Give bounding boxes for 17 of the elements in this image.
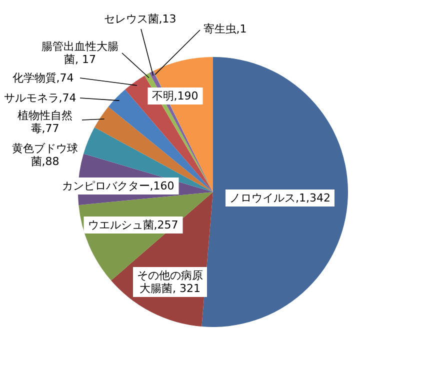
slice-label: 腸管出血性大腸菌, 17 bbox=[42, 40, 118, 66]
pie-slice bbox=[202, 57, 348, 327]
slice-label: ウエルシュ菌,257 bbox=[84, 216, 182, 234]
slice-label: カンピロバクター,160 bbox=[58, 178, 178, 194]
slice-label: 黄色ブドウ球菌,88 bbox=[12, 142, 78, 168]
slice-label: 不明,190 bbox=[148, 88, 202, 104]
slice-label: セレウス菌,13 bbox=[104, 12, 176, 26]
slice-label: その他の病原大腸菌, 321 bbox=[133, 267, 207, 297]
pie-slice bbox=[108, 90, 213, 192]
pie-slice bbox=[94, 106, 213, 192]
slice-label: 化学物質,74 bbox=[12, 72, 74, 84]
slice-label: 植物性自然毒,77 bbox=[18, 109, 72, 135]
slice-label: 寄生虫,1 bbox=[203, 22, 247, 36]
pie-slice bbox=[84, 127, 213, 192]
pie-slice bbox=[125, 76, 213, 192]
slice-label: サルモネラ,74 bbox=[4, 92, 76, 104]
slice-label: ノロウイルス,1,342 bbox=[226, 190, 334, 206]
